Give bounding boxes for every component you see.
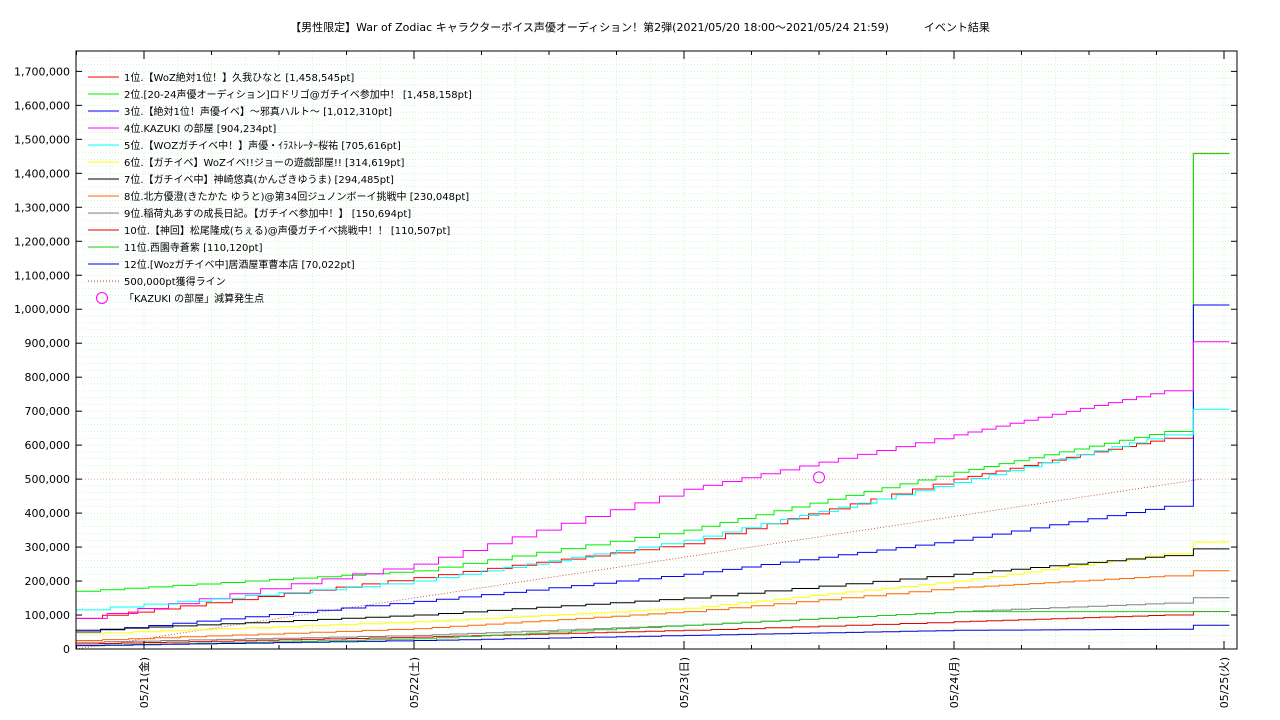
legend-label-marker: 「KAZUKI の部屋」減算発生点 (124, 292, 264, 305)
y-tick-label: 1,600,000 (14, 99, 70, 112)
y-tick-label: 1,000,000 (14, 303, 70, 316)
series-line-1 (76, 152, 1230, 619)
legend: 1位.【WoZ絶対1位！】久我ひなと [1,458,545pt] 2位.[20-2… (88, 71, 472, 305)
series-line-7 (76, 548, 1230, 631)
series-line-10 (76, 611, 1230, 645)
series-line-5 (76, 408, 1230, 611)
series-line-8 (76, 570, 1230, 641)
legend-marker-symbol (96, 292, 108, 304)
chart-title: 【男性限定】War of Zodiac キャラクターボイス声優オーディション！第… (290, 21, 990, 34)
legend-label: 12位.[Wozガチイベ中]居酒屋軍曹本店 [70,022pt] (124, 258, 355, 271)
plot-border (75, 50, 1238, 650)
reference-line-group (75, 478, 1237, 650)
y-tick-label: 100,000 (25, 609, 71, 622)
legend-label: 8位.北方優澄(きたかた ゆうと)@第34回ジュノンボーイ挑戦中 [230,04… (124, 190, 469, 203)
legend-label: 7位.【ガチイベ中】神崎悠真(かんざきゆうま) [294,485pt] (124, 173, 394, 186)
reduction-point-marker (813, 471, 825, 484)
x-tick-label: 05/25(火) (1218, 657, 1231, 708)
legend-label: 10位.【神回】松尾隆成(ちぇる)@声優ガチイベ挑戦中！！ [110,507pt… (124, 224, 450, 237)
legend-label: 4位.KAZUKI の部屋 [904,234pt] (124, 122, 276, 135)
series-line-2 (76, 153, 1230, 592)
x-tick-label: 05/22(土) (408, 657, 421, 708)
y-tick-label: 0 (63, 643, 70, 656)
y-tick-label: 500,000 (25, 473, 71, 486)
y-tick-label: 1,700,000 (14, 65, 70, 78)
legend-label: 11位.西園寺蒼紫 [110,120pt] (124, 241, 263, 254)
y-tick-label: 1,200,000 (14, 235, 70, 248)
series-lines (76, 152, 1230, 647)
y-tick-label: 1,300,000 (14, 201, 70, 214)
y-tick-label: 200,000 (25, 575, 71, 588)
legend-label: 2位.[20-24声優オーディション]ロドリゴ@ガチイベ参加中！ [1,458,… (124, 88, 472, 101)
x-tick-label: 05/24(月) (948, 657, 961, 708)
legend-label: 5位.【WOZガチイベ中！】声優・ｲﾗｽﾄﾚｰﾀｰ桜祐 [705,616pt] (124, 139, 401, 152)
y-tick-label: 900,000 (25, 337, 71, 350)
y-tick-label: 1,400,000 (14, 167, 70, 180)
legend-label: 1位.【WoZ絶対1位！】久我ひなと [1,458,545pt] (124, 71, 354, 84)
y-tick-label: 300,000 (25, 541, 71, 554)
x-tick-label: 05/21(金) (137, 657, 151, 708)
marker-group (813, 471, 825, 484)
series-line-3 (76, 304, 1230, 633)
series-line-4 (76, 341, 1230, 619)
legend-label-reference: 500,000pt獲得ライン (124, 275, 226, 288)
y-tick-label: 700,000 (25, 405, 71, 418)
series-line-11 (76, 611, 1230, 647)
reference-line (75, 478, 1202, 650)
legend-label: 3位.【絶対1位！声優イベ】〜邪真ハルト〜 [1,012,310pt] (124, 105, 392, 118)
x-axis: 05/21(金) 05/22(土) 05/23(日) 05/24(月) 05/25(火) (76, 51, 1231, 708)
x-tick-label: 05/23(日) (678, 657, 691, 708)
y-tick-label: 400,000 (25, 507, 71, 520)
y-tick-label: 800,000 (25, 371, 71, 384)
grid (76, 50, 1237, 649)
plot-frame (75, 50, 1238, 650)
y-axis: 0 100,000 200,000 300,000 400,000 500,000 600,… (14, 65, 1237, 656)
y-tick-label: 1,500,000 (14, 133, 70, 146)
series-line-12 (76, 624, 1230, 647)
legend-label: 9位.稲荷丸あすの成長日記。【ガチイベ参加中！】 [150,694pt] (124, 207, 411, 220)
y-tick-label: 1,100,000 (14, 269, 70, 282)
y-tick-label: 600,000 (25, 439, 71, 452)
legend-label: 6位.【ガチイベ】WoZイベ!!ジョーの遊戯部屋!! [314,619pt] (124, 156, 405, 169)
